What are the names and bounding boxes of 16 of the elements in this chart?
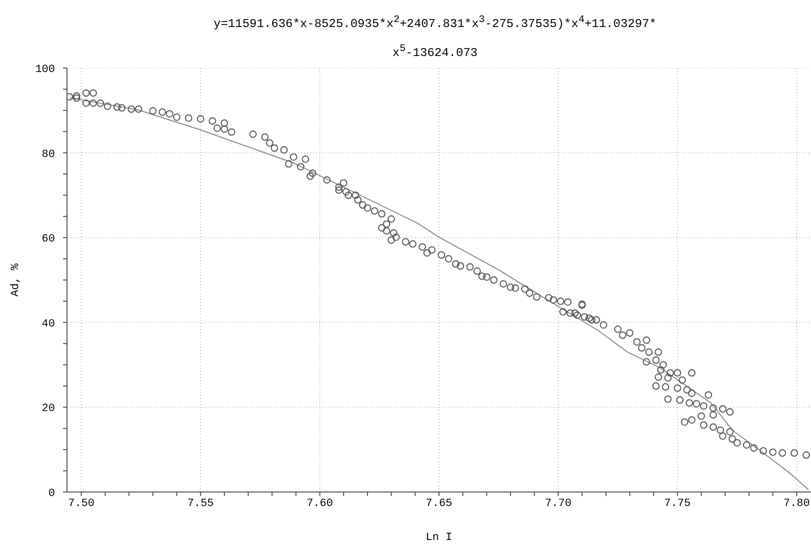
x-tick-label: 7.70	[545, 498, 572, 510]
y-tick-label: 80	[42, 148, 55, 161]
x-tick-label: 7.50	[68, 498, 95, 510]
chart-title: y=11591.636*x-8525.0935*x$^{2}$+2407.831*x$^{3}$-275.37535)*x$^{4}$+11.03297*x$^{5}$-13624.073	[214, 15, 656, 60]
x-axis-title: Ln I	[426, 532, 452, 544]
y-tick-label: 100	[35, 64, 55, 76]
y-tick-label: 40	[42, 318, 55, 330]
x-tick-label: 7.60	[306, 498, 333, 510]
y-axis-title: Ad, %	[10, 263, 22, 297]
y-tick-label: 0	[48, 488, 55, 500]
x-tick-label: 7.75	[664, 498, 691, 510]
y-tick-label: 60	[42, 234, 55, 246]
y-tick-label: 20	[42, 403, 55, 416]
x-tick-label: 7.65	[426, 498, 452, 510]
x-tick-label: 7.80	[783, 498, 810, 510]
x-tick-label: 7.55	[187, 498, 214, 510]
